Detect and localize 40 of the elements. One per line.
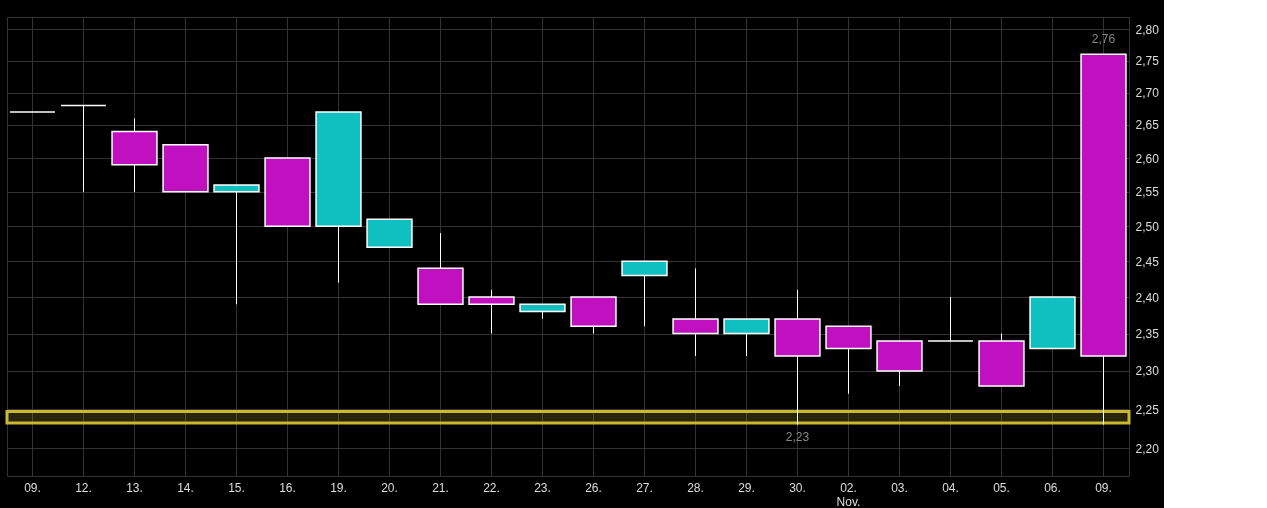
x-tick-label: 19. xyxy=(330,480,347,495)
y-tick-label: 2,45 xyxy=(1135,254,1160,269)
x-tick-label: 09. xyxy=(24,480,41,495)
x-tick-label: 12. xyxy=(75,480,92,495)
y-tick-label: 2,80 xyxy=(1135,22,1160,37)
candlestick xyxy=(60,104,107,193)
x-tick-label: 03. xyxy=(891,480,908,495)
x-tick-label: 23. xyxy=(534,480,551,495)
x-tick-label: 30. xyxy=(789,480,806,495)
y-tick-label: 2,20 xyxy=(1135,441,1160,456)
y-tick-label: 2,75 xyxy=(1135,54,1160,69)
x-tick-label: 20. xyxy=(381,480,398,495)
x-tick-label: 05. xyxy=(993,480,1010,495)
x-tick-label: 15. xyxy=(228,480,245,495)
x-tick-label: 04. xyxy=(942,480,959,495)
x-tick-label: 21. xyxy=(432,480,449,495)
x-tick-label: 22. xyxy=(483,480,500,495)
y-tick-label: 2,35 xyxy=(1135,327,1160,342)
y-tick-label: 2,50 xyxy=(1135,219,1160,234)
candlestick xyxy=(213,184,260,305)
y-tick-label: 2,70 xyxy=(1135,86,1160,101)
x-tick-label: 09. xyxy=(1095,480,1112,495)
x-tick-label: 14. xyxy=(177,480,194,495)
x-tick-label: 02. Nov. xyxy=(836,480,861,508)
x-tick-label: 13. xyxy=(126,480,143,495)
x-tick-label: 06. xyxy=(1044,480,1061,495)
x-tick-label: 27. xyxy=(636,480,653,495)
annotation: 2,76 xyxy=(1091,32,1116,46)
candlestick xyxy=(927,296,974,342)
x-tick-label: 29. xyxy=(738,480,755,495)
y-tick-label: 2,40 xyxy=(1135,290,1160,305)
x-tick-label: 16. xyxy=(279,480,296,495)
y-tick-label: 2,25 xyxy=(1135,402,1160,417)
x-tick-label: 28. xyxy=(687,480,704,495)
x-tick-label: 26. xyxy=(585,480,602,495)
annotation: 2,23 xyxy=(785,429,810,444)
y-tick-label: 2,65 xyxy=(1135,118,1160,133)
y-tick-label: 2,55 xyxy=(1135,185,1160,200)
y-tick-label: 2,60 xyxy=(1135,151,1160,166)
y-tick-label: 2,30 xyxy=(1135,364,1160,379)
